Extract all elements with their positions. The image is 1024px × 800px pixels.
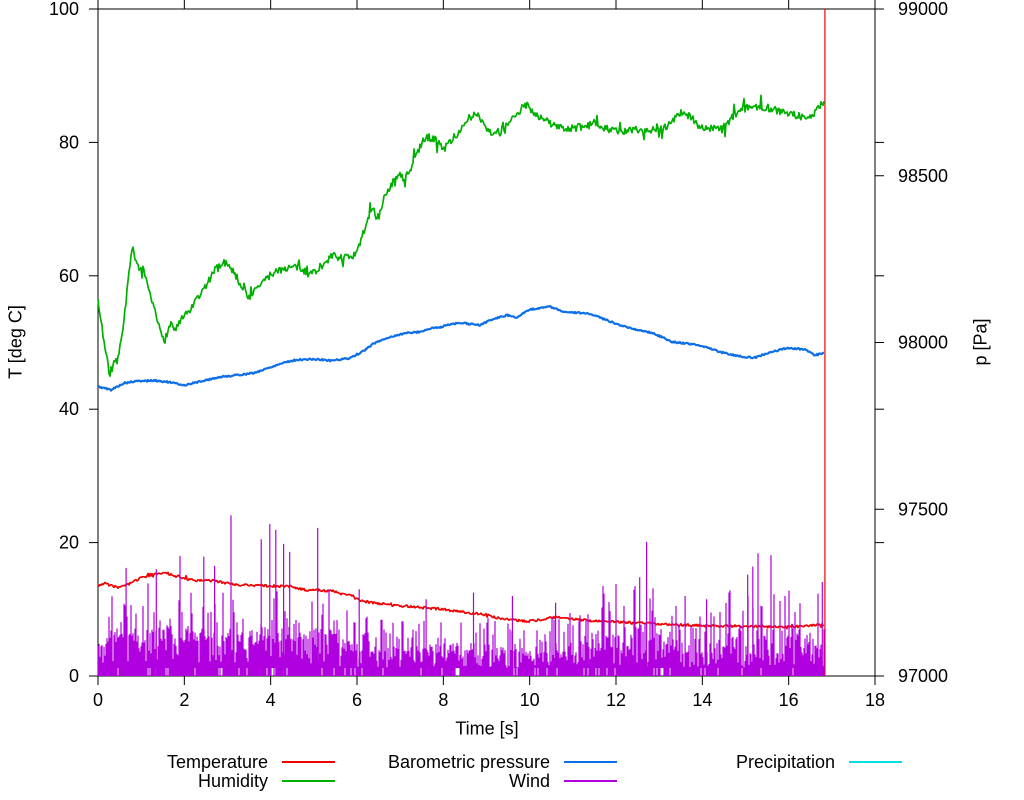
legend-label-barometric-pressure: Barometric pressure <box>388 752 550 772</box>
y2-tick-label: 98500 <box>898 166 948 186</box>
x-tick-label: 2 <box>179 690 189 710</box>
y2-tick-label: 97000 <box>898 666 948 686</box>
y2-axis-title: p [Pa] <box>970 318 991 366</box>
x-tick-label: 14 <box>692 690 712 710</box>
y1-axis-title: T [deg C] <box>5 305 26 379</box>
x-axis-title: Time [s] <box>455 718 519 739</box>
legend-label-temperature: Temperature <box>167 752 268 772</box>
legend-label-humidity: Humidity <box>198 771 268 791</box>
y1-tick-label: 60 <box>59 266 79 286</box>
series-barometric-pressure <box>97 305 825 392</box>
series-humidity <box>97 94 825 378</box>
legend-label-precipitation: Precipitation <box>736 752 835 772</box>
series-wind <box>97 515 825 676</box>
x-tick-label: 18 <box>865 690 885 710</box>
x-tick-label: 8 <box>438 690 448 710</box>
legend-label-wind: Wind <box>509 771 550 791</box>
series-temperature <box>97 571 825 630</box>
y1-tick-label: 0 <box>69 666 79 686</box>
y1-tick-label: 40 <box>59 399 79 419</box>
x-tick-label: 6 <box>352 690 362 710</box>
x-tick-label: 16 <box>779 690 799 710</box>
x-tick-label: 0 <box>93 690 103 710</box>
y1-tick-label: 20 <box>59 533 79 553</box>
x-tick-label: 10 <box>520 690 540 710</box>
y2-tick-label: 99000 <box>898 0 948 19</box>
y2-tick-label: 97500 <box>898 499 948 519</box>
x-tick-label: 12 <box>606 690 626 710</box>
y1-tick-label: 100 <box>49 0 79 19</box>
y2-tick-label: 98000 <box>898 333 948 353</box>
y1-tick-label: 80 <box>59 132 79 152</box>
x-tick-label: 4 <box>266 690 276 710</box>
